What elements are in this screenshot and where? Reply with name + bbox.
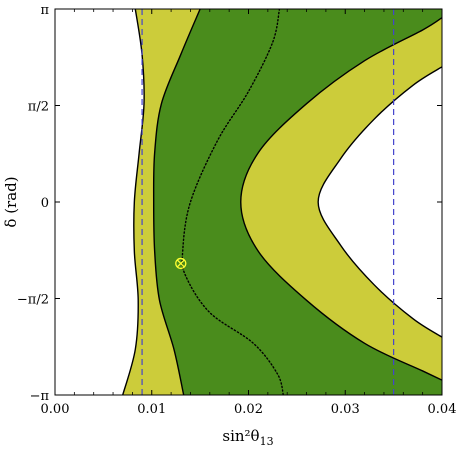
outer-contour-left-boundary: [122, 9, 145, 395]
marker-cross-b: [176, 259, 185, 268]
inner-contour-region: [153, 9, 442, 395]
y-tick-label-3: π/2: [28, 100, 49, 115]
x-axis-label: sin²θ13: [222, 427, 273, 448]
best-fit-dotted-curve: [181, 9, 285, 395]
y-tick-label-0: −π: [30, 389, 50, 404]
x-tick-label-2: 0.02: [234, 402, 263, 417]
x-tick-label-4: 0.04: [428, 402, 457, 417]
y-tick-label-4: π: [40, 3, 49, 18]
plot-overlays: [141, 9, 395, 395]
x-tick-label-0: 0.00: [41, 402, 70, 417]
inner-contour-left-boundary: [152, 9, 201, 395]
inner-contour-hole-boundary: [240, 17, 442, 381]
outer-contour-hole-boundary: [317, 66, 442, 338]
axis-tick-labels: 0.00 0.01 0.02 0.03 0.04 −π −π/2 0 π/2 π: [17, 3, 457, 417]
x-tick-label-3: 0.03: [331, 402, 360, 417]
axis-ticks: [54, 8, 443, 396]
y-tick-label-1: −π/2: [17, 293, 49, 308]
y-axis-label: δ (rad): [2, 176, 20, 227]
contour-regions: [122, 9, 442, 395]
best-fit-marker: [175, 257, 187, 270]
marker-circle: [175, 257, 187, 270]
x-tick-label-1: 0.01: [137, 402, 166, 417]
y-tick-label-2: 0: [41, 196, 49, 211]
